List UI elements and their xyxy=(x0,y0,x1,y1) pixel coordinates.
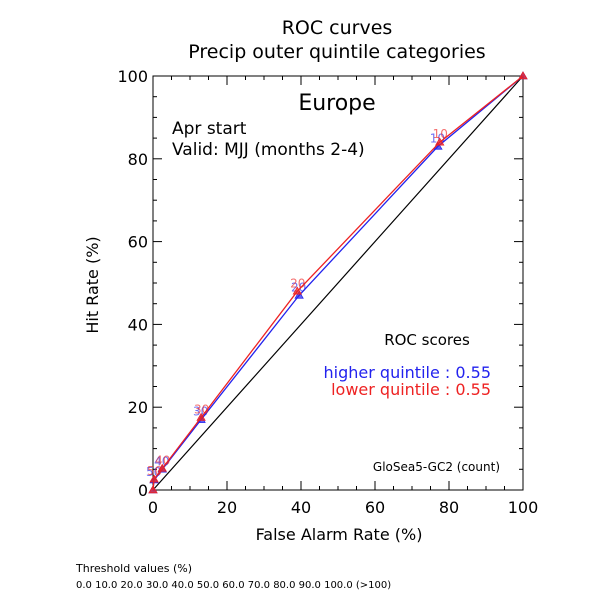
axes: 0 20 40 60 80 100 0 20 40 60 80 100 xyxy=(117,67,538,517)
roc-point-lower-quintile xyxy=(292,286,302,295)
start-label: Apr start xyxy=(172,119,247,139)
x-tick-label: 60 xyxy=(365,498,385,517)
threshold-label-lower-quintile: 30 xyxy=(194,403,209,417)
threshold-title: Threshold values (%) xyxy=(76,562,193,575)
threshold-label-lower-quintile: 40 xyxy=(155,453,170,467)
x-tick-label: 100 xyxy=(508,498,539,517)
y-tick-label: 0 xyxy=(138,481,148,500)
roc-scores-title: ROC scores xyxy=(384,331,470,349)
threshold-label-lower-quintile: 10 xyxy=(433,127,448,141)
x-tick-label: 20 xyxy=(217,498,237,517)
model-label: GloSea5-GC2 (count) xyxy=(373,460,500,474)
score-lower-quintile: lower quintile : 0.55 xyxy=(331,380,491,399)
x-axis-label: False Alarm Rate (%) xyxy=(256,525,423,544)
y-tick-label: 60 xyxy=(128,233,148,252)
threshold-values: 0.0 10.0 20.0 30.0 40.0 50.0 60.0 70.0 8… xyxy=(76,580,392,591)
score-higher-quintile: higher quintile : 0.55 xyxy=(324,363,491,382)
y-tick-label: 100 xyxy=(117,67,148,86)
roc-point-higher-quintile xyxy=(294,290,304,299)
y-tick-label: 40 xyxy=(128,315,148,334)
region-label: Europe xyxy=(298,91,375,116)
x-tick-label: 80 xyxy=(439,498,459,517)
y-tick-label: 20 xyxy=(128,398,148,417)
roc-point-lower-quintile xyxy=(518,71,528,80)
threshold-label-lower-quintile: 50 xyxy=(147,464,162,478)
roc-point-lower-quintile xyxy=(157,463,167,472)
no-skill-diagonal xyxy=(152,75,524,491)
y-axis-label: Hit Rate (%) xyxy=(83,236,102,333)
threshold-label-lower-quintile: 20 xyxy=(290,276,305,290)
x-tick-label: 0 xyxy=(148,498,158,517)
x-tick-label: 40 xyxy=(291,498,311,517)
chart-subtitle: Precip outer quintile categories xyxy=(188,41,485,63)
roc-point-lower-quintile xyxy=(149,474,159,483)
chart-title: ROC curves xyxy=(282,17,393,39)
roc-point-lower-quintile xyxy=(196,412,206,421)
threshold-label-higher-quintile: 30 xyxy=(193,405,208,419)
y-tick-label: 80 xyxy=(128,150,148,169)
valid-label: Valid: MJJ (months 2-4) xyxy=(172,140,365,160)
roc-point-lower-quintile xyxy=(148,485,158,494)
roc-point-lower-quintile xyxy=(435,137,445,146)
